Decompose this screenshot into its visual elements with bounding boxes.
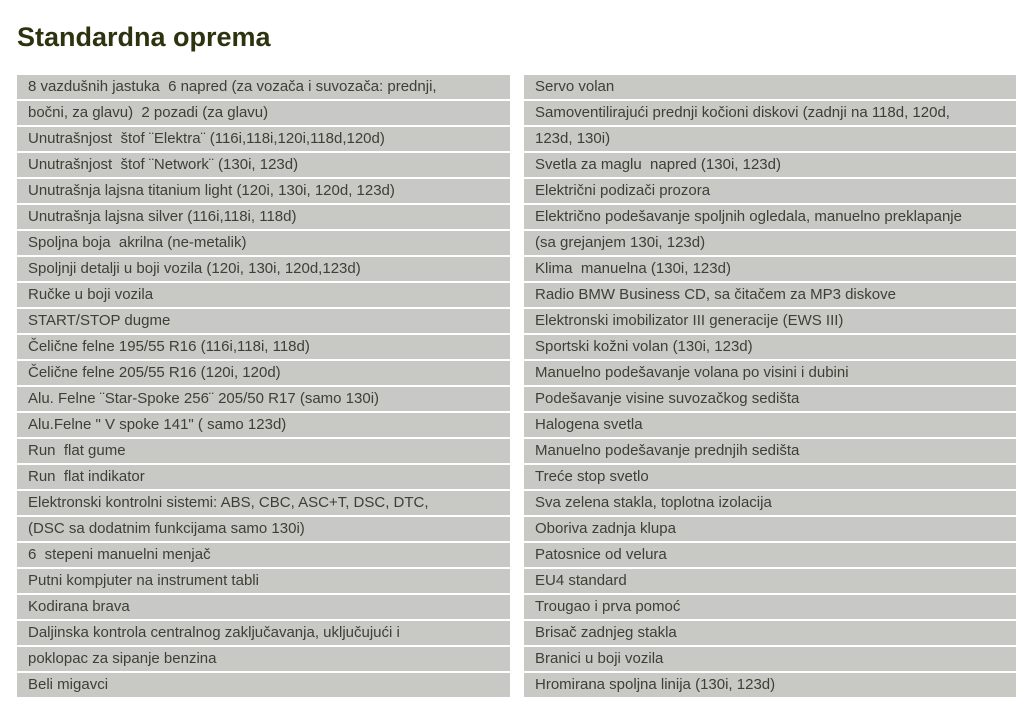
equipment-row-bar: Čelične felne 205/55 R16 (120i, 120d) xyxy=(17,361,510,385)
equipment-row-bar: Sportski kožni volan (130i, 123d) xyxy=(524,335,1016,359)
equipment-row-bar: Run flat gume xyxy=(17,439,510,463)
equipment-row-bar: Spoljnji detalji u boji vozila (120i, 13… xyxy=(17,257,510,281)
equipment-row-bar: Klima manuelna (130i, 123d) xyxy=(524,257,1016,281)
equipment-row-bar: START/STOP dugme xyxy=(17,309,510,333)
equipment-row-bar: (sa grejanjem 130i, 123d) xyxy=(524,231,1016,255)
equipment-row-bar: Unutrašnjost štof ¨Network¨ (130i, 123d) xyxy=(17,153,510,177)
equipment-row-bar: Ručke u boji vozila xyxy=(17,283,510,307)
equipment-row-bar: poklopac za sipanje benzina xyxy=(17,647,510,671)
equipment-row-bar: Branici u boji vozila xyxy=(524,647,1016,671)
equipment-row-bar: bočni, za glavu) 2 pozadi (za glavu) xyxy=(17,101,510,125)
equipment-row-bar: Elektronski imobilizator III generacije … xyxy=(524,309,1016,333)
equipment-row-bar: Hromirana spoljna linija (130i, 123d) xyxy=(524,673,1016,697)
equipment-row-bar: Unutrašnjost štof ¨Elektra¨ (116i,118i,1… xyxy=(17,127,510,151)
equipment-row-bar: Manuelno podešavanje volana po visini i … xyxy=(524,361,1016,385)
equipment-row-bar: (DSC sa dodatnim funkcijama samo 130i) xyxy=(17,517,510,541)
equipment-row-bar: Trougao i prva pomoć xyxy=(524,595,1016,619)
equipment-row-bar: Alu. Felne ¨Star-Spoke 256¨ 205/50 R17 (… xyxy=(17,387,510,411)
equipment-row-bar: Električni podizači prozora xyxy=(524,179,1016,203)
equipment-row-bar: Elektronski kontrolni sistemi: ABS, CBC,… xyxy=(17,491,510,515)
equipment-row-bar: Putni kompjuter na instrument tabli xyxy=(17,569,510,593)
equipment-row-bar: Run flat indikator xyxy=(17,465,510,489)
equipment-row-bar: Podešavanje visine suvozačkog sedišta xyxy=(524,387,1016,411)
equipment-row-bar: Alu.Felne " V spoke 141" ( samo 123d) xyxy=(17,413,510,437)
equipment-row-bar: Manuelno podešavanje prednjih sedišta xyxy=(524,439,1016,463)
equipment-row-bar: Kodirana brava xyxy=(17,595,510,619)
equipment-row-bar: Čelične felne 195/55 R16 (116i,118i, 118… xyxy=(17,335,510,359)
equipment-row-bar: Daljinska kontrola centralnog zaključava… xyxy=(17,621,510,645)
equipment-row-bar: Samoventilirajući prednji kočioni diskov… xyxy=(524,101,1016,125)
equipment-row-bar: 8 vazdušnih jastuka 6 napred (za vozača … xyxy=(17,75,510,99)
equipment-row-bar: Električno podešavanje spoljnih ogledala… xyxy=(524,205,1016,229)
equipment-column-left: 8 vazdušnih jastuka 6 napred (za vozača … xyxy=(17,75,510,699)
equipment-row-bar: Radio BMW Business CD, sa čitačem za MP3… xyxy=(524,283,1016,307)
equipment-row-bar: Svetla za maglu napred (130i, 123d) xyxy=(524,153,1016,177)
equipment-row-bar: 123d, 130i) xyxy=(524,127,1016,151)
equipment-row-bar: 6 stepeni manuelni menjač xyxy=(17,543,510,567)
equipment-row-bar: Oboriva zadnja klupa xyxy=(524,517,1016,541)
equipment-row-bar: Spoljna boja akrilna (ne-metalik) xyxy=(17,231,510,255)
equipment-row-bar: Treće stop svetlo xyxy=(524,465,1016,489)
equipment-row-bar: Unutrašnja lajsna silver (116i,118i, 118… xyxy=(17,205,510,229)
equipment-row-bar: Brisač zadnjeg stakla xyxy=(524,621,1016,645)
page-title: Standardna oprema xyxy=(17,22,271,53)
equipment-row-bar: Halogena svetla xyxy=(524,413,1016,437)
equipment-column-right: Servo volan Samoventilirajući prednji koč… xyxy=(524,75,1016,699)
equipment-row-bar: EU4 standard xyxy=(524,569,1016,593)
equipment-row-bar: Patosnice od velura xyxy=(524,543,1016,567)
equipment-row-bar: Servo volan xyxy=(524,75,1016,99)
equipment-row-bar: Beli migavci xyxy=(17,673,510,697)
equipment-row-bar: Sva zelena stakla, toplotna izolacija xyxy=(524,491,1016,515)
equipment-row-bar: Unutrašnja lajsna titanium light (120i, … xyxy=(17,179,510,203)
